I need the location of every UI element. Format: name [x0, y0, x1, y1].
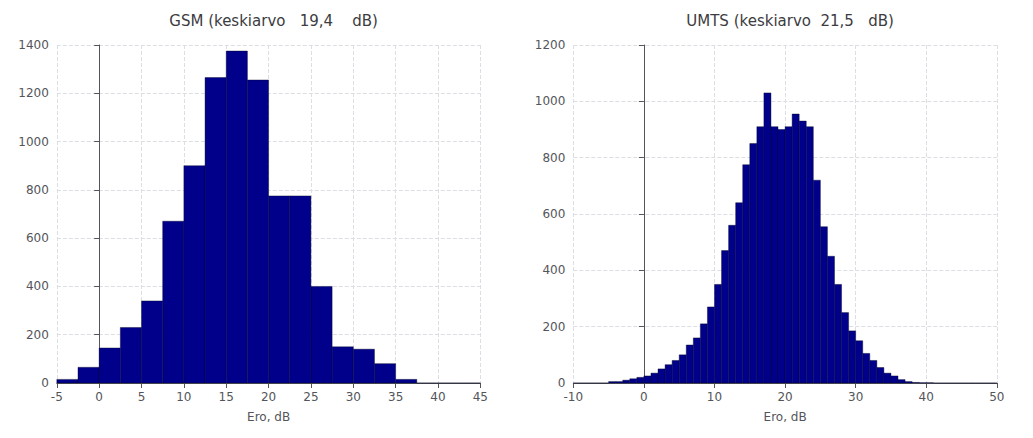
svg-text:0: 0	[558, 376, 566, 390]
svg-text:400: 400	[542, 263, 565, 277]
svg-text:200: 200	[542, 320, 565, 334]
svg-text:200: 200	[26, 328, 49, 342]
svg-text:Ero, dB: Ero, dB	[764, 410, 807, 424]
svg-text:-10: -10	[564, 390, 584, 404]
svg-text:30: 30	[848, 390, 863, 404]
svg-text:400: 400	[26, 279, 49, 293]
svg-text:UMTS (keskiarvo 21,5 dB): UMTS (keskiarvo 21,5 dB)	[686, 12, 894, 30]
svg-text:10: 10	[707, 390, 722, 404]
svg-text:1200: 1200	[535, 38, 566, 52]
svg-text:20: 20	[777, 390, 792, 404]
svg-text:20: 20	[261, 390, 276, 404]
svg-text:40: 40	[919, 390, 934, 404]
svg-text:800: 800	[542, 151, 565, 165]
svg-text:1200: 1200	[18, 86, 49, 100]
svg-text:35: 35	[388, 390, 403, 404]
svg-text:1400: 1400	[18, 38, 49, 52]
svg-text:1000: 1000	[18, 135, 49, 149]
svg-text:GSM (keskiarvo 19,4 dB): GSM (keskiarvo 19,4 dB)	[169, 12, 378, 30]
svg-text:50: 50	[989, 390, 1004, 404]
svg-text:5: 5	[138, 390, 146, 404]
svg-text:Ero, dB: Ero, dB	[247, 410, 290, 424]
svg-text:25: 25	[303, 390, 318, 404]
svg-text:-5: -5	[51, 390, 63, 404]
svg-text:40: 40	[430, 390, 445, 404]
svg-text:45: 45	[473, 390, 488, 404]
svg-text:30: 30	[346, 390, 361, 404]
svg-text:0: 0	[95, 390, 103, 404]
svg-text:10: 10	[176, 390, 191, 404]
svg-text:0: 0	[640, 390, 648, 404]
svg-text:0: 0	[41, 376, 49, 390]
svg-text:1000: 1000	[535, 94, 566, 108]
svg-text:600: 600	[26, 231, 49, 245]
svg-text:600: 600	[542, 207, 565, 221]
svg-text:15: 15	[219, 390, 234, 404]
svg-text:800: 800	[26, 183, 49, 197]
